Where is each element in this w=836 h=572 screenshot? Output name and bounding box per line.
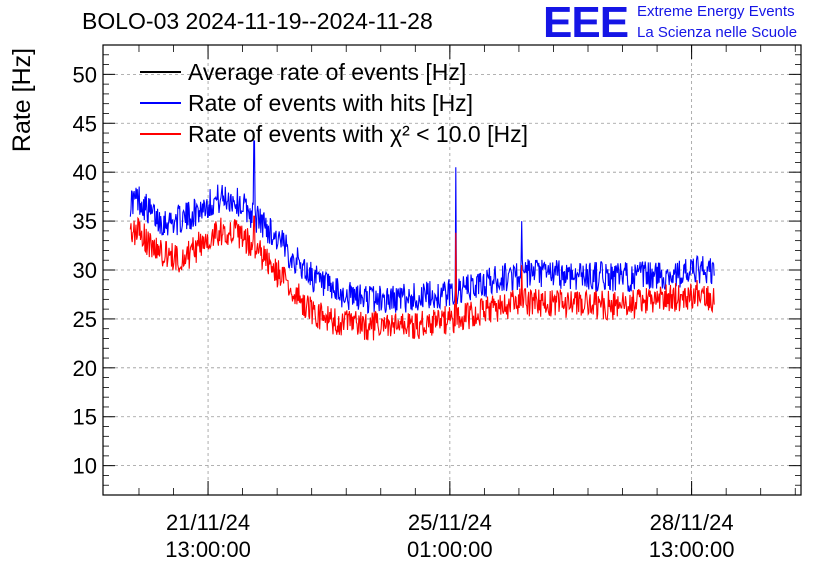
y-tick-label: 10 [73, 454, 97, 479]
chart-title: BOLO-03 2024-11-19--2024-11-28 [82, 8, 433, 34]
data-lines [129, 140, 715, 341]
y-tick-label: 45 [73, 111, 97, 136]
legend-label-0: Average rate of events [Hz] [188, 59, 466, 85]
y-tick-label: 30 [73, 258, 97, 283]
x-tick-date: 28/11/24 [650, 510, 734, 535]
legend-label-1: Rate of events with hits [Hz] [188, 90, 473, 116]
legend: Average rate of events [Hz] Rate of event… [140, 59, 528, 147]
y-tick-label: 50 [73, 62, 97, 87]
x-tick-date: 25/11/24 [408, 510, 492, 535]
x-tick-time: 13:00:00 [165, 537, 251, 562]
grid-lines [103, 45, 801, 495]
logo-line-2: La Scienza nelle Scuole [637, 24, 798, 41]
series-line-1 [129, 140, 715, 314]
y-axis: 10 15 20 25 30 35 40 45 50 [73, 54, 801, 486]
y-axis-label: Rate [Hz] [8, 48, 36, 152]
y-tick-label: 25 [73, 307, 97, 332]
eee-logo: EEE [543, 0, 629, 47]
x-axis: 21/11/2413:00:0025/11/2401:00:0028/11/24… [138, 45, 796, 562]
y-tick-label: 35 [73, 209, 97, 234]
y-tick-label: 20 [73, 356, 97, 381]
y-tick-label: 40 [73, 160, 97, 185]
x-tick-time: 13:00:00 [649, 537, 735, 562]
x-tick-date: 21/11/24 [166, 510, 250, 535]
logo-line-1: Extreme Energy Events [637, 3, 795, 20]
series-line-2 [129, 215, 715, 341]
legend-label-2: Rate of events with χ² < 10.0 [Hz] [188, 121, 528, 147]
x-tick-time: 01:00:00 [407, 537, 493, 562]
y-tick-label: 15 [73, 405, 97, 430]
